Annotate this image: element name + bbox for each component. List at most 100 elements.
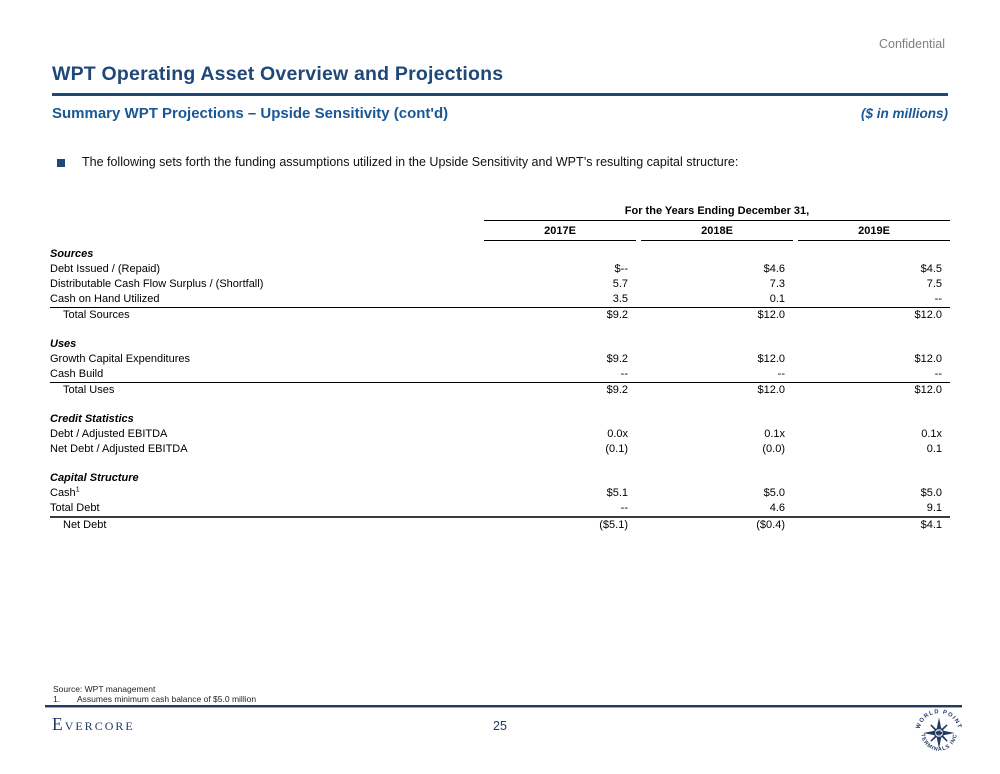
confidential-label: Confidential	[878, 37, 945, 51]
row-value: 0.1x	[921, 428, 942, 440]
table-row: Credit Statistics	[50, 412, 950, 427]
row-label: Total Sources	[63, 309, 130, 321]
table-spacer	[50, 323, 950, 337]
row-value: $9.2	[606, 353, 628, 365]
row-value: (0.0)	[762, 443, 785, 455]
bullet-text: The following sets forth the funding ass…	[82, 155, 739, 169]
row-value: $12.0	[757, 384, 785, 396]
table-row: Total Debt -- 4.6 9.1	[50, 501, 950, 518]
column-header: 2019E	[798, 223, 950, 241]
title-divider	[52, 93, 948, 96]
row-value: $12.0	[914, 353, 942, 365]
row-value: 5.7	[612, 278, 628, 290]
row-value: $5.0	[763, 487, 785, 499]
footnote-number: 1.	[53, 694, 61, 704]
row-value: 0.1	[926, 443, 942, 455]
table-year-headers: 2017E 2018E 2019E	[484, 223, 950, 241]
row-value: 4.6	[769, 502, 785, 514]
row-label: Cash Build	[50, 368, 104, 380]
row-value: 9.1	[926, 502, 942, 514]
bullet-row: The following sets forth the funding ass…	[57, 155, 940, 169]
row-value: --	[934, 368, 942, 380]
row-value: 3.5	[612, 293, 628, 305]
row-label: Total Uses	[63, 384, 115, 396]
row-label: Debt Issued / (Repaid)	[50, 263, 161, 275]
table-row: Debt Issued / (Repaid) $-- $4.6 $4.5	[50, 262, 950, 277]
row-label: Total Debt	[50, 502, 100, 514]
column-header: 2018E	[641, 223, 793, 241]
section-subtitle: Summary WPT Projections – Upside Sensiti…	[52, 105, 449, 122]
footer-divider	[45, 705, 962, 708]
subtitle-row: Summary WPT Projections – Upside Sensiti…	[52, 105, 948, 122]
row-value: $12.0	[914, 384, 942, 396]
row-label: Distributable Cash Flow Surplus / (Short…	[50, 278, 264, 290]
row-value: $5.1	[606, 487, 628, 499]
row-label: Net Debt / Adjusted EBITDA	[50, 443, 188, 455]
row-value: 0.0x	[607, 428, 628, 440]
row-value: 0.1x	[764, 428, 785, 440]
table-body: Sources Debt Issued / (Repaid) $-- $4.6 $4.5…	[50, 247, 950, 533]
table-row: Distributable Cash Flow Surplus / (Short…	[50, 277, 950, 292]
row-value: ($0.4)	[756, 519, 785, 531]
footnote-1: 1. Assumes minimum cash balance of $5.0 …	[53, 694, 256, 704]
row-value: $--	[614, 263, 628, 275]
row-value: $9.2	[606, 384, 628, 396]
row-value: --	[777, 368, 785, 380]
row-label: Uses	[50, 338, 77, 350]
footnotes: Source: WPT management 1. Assumes minimu…	[53, 684, 256, 704]
row-label: Sources	[50, 248, 94, 260]
table-row: Uses	[50, 337, 950, 352]
table-spacer	[50, 457, 950, 471]
table-row: Cash1 $5.1 $5.0 $5.0	[50, 486, 950, 501]
row-value: $4.5	[920, 263, 942, 275]
source-note-text: Source: WPT management	[53, 684, 156, 694]
table-row: Debt / Adjusted EBITDA 0.0x 0.1x 0.1x	[50, 427, 950, 442]
row-value: $5.0	[920, 487, 942, 499]
footnote-text: Assumes minimum cash balance of $5.0 mil…	[77, 694, 257, 704]
projections-table: For the Years Ending December 31, 2017E 2…	[50, 205, 950, 533]
page-number: 25	[493, 719, 507, 733]
table-row: Cash Build -- -- --	[50, 367, 950, 383]
row-label: Debt / Adjusted EBITDA	[50, 428, 168, 440]
row-value: 7.5	[926, 278, 942, 290]
row-value: $12.0	[914, 309, 942, 321]
row-value: --	[620, 368, 628, 380]
row-value: ($5.1)	[599, 519, 628, 531]
row-value: $9.2	[606, 309, 628, 321]
source-note: Source: WPT management	[53, 684, 256, 694]
row-label: Capital Structure	[50, 472, 139, 484]
table-row: Net Debt ($5.1) ($0.4) $4.1	[50, 518, 950, 533]
row-label: Growth Capital Expenditures	[50, 353, 191, 365]
row-value: --	[934, 293, 942, 305]
world-point-terminals-logo-icon: WORLD POINT TERMINALS INC	[916, 709, 962, 753]
table-row: Sources	[50, 247, 950, 262]
row-value: (0.1)	[605, 443, 628, 455]
row-value: 7.3	[769, 278, 785, 290]
table-row: Total Uses $9.2 $12.0 $12.0	[50, 383, 950, 398]
row-label: Credit Statistics	[50, 413, 134, 425]
row-label: Net Debt	[63, 519, 107, 531]
row-value: $12.0	[757, 309, 785, 321]
column-header: 2017E	[484, 223, 636, 241]
table-row: Net Debt / Adjusted EBITDA (0.1) (0.0) 0.1	[50, 442, 950, 457]
row-value: $4.6	[763, 263, 785, 275]
row-value: $4.1	[920, 519, 942, 531]
table-row: Cash on Hand Utilized 3.5 0.1 --	[50, 292, 950, 308]
compass-rose-icon	[923, 717, 955, 749]
row-label: Cash1	[50, 486, 80, 499]
row-label: Cash on Hand Utilized	[50, 293, 160, 305]
evercore-logo: Evercore	[52, 714, 135, 734]
table-row: Capital Structure	[50, 471, 950, 486]
table-row: Total Sources $9.2 $12.0 $12.0	[50, 308, 950, 323]
row-value: --	[620, 502, 628, 514]
row-value: $12.0	[757, 353, 785, 365]
footnote-ref: 1	[75, 486, 80, 494]
row-value: 0.1	[769, 293, 785, 305]
page-title: WPT Operating Asset Overview and Project…	[52, 63, 504, 85]
table-spacer	[50, 398, 950, 412]
bullet-square-icon	[57, 159, 65, 167]
units-note: ($ in millions)	[860, 106, 948, 121]
table-row: Growth Capital Expenditures $9.2 $12.0 $12.…	[50, 352, 950, 367]
table-group-header: For the Years Ending December 31,	[484, 205, 950, 221]
